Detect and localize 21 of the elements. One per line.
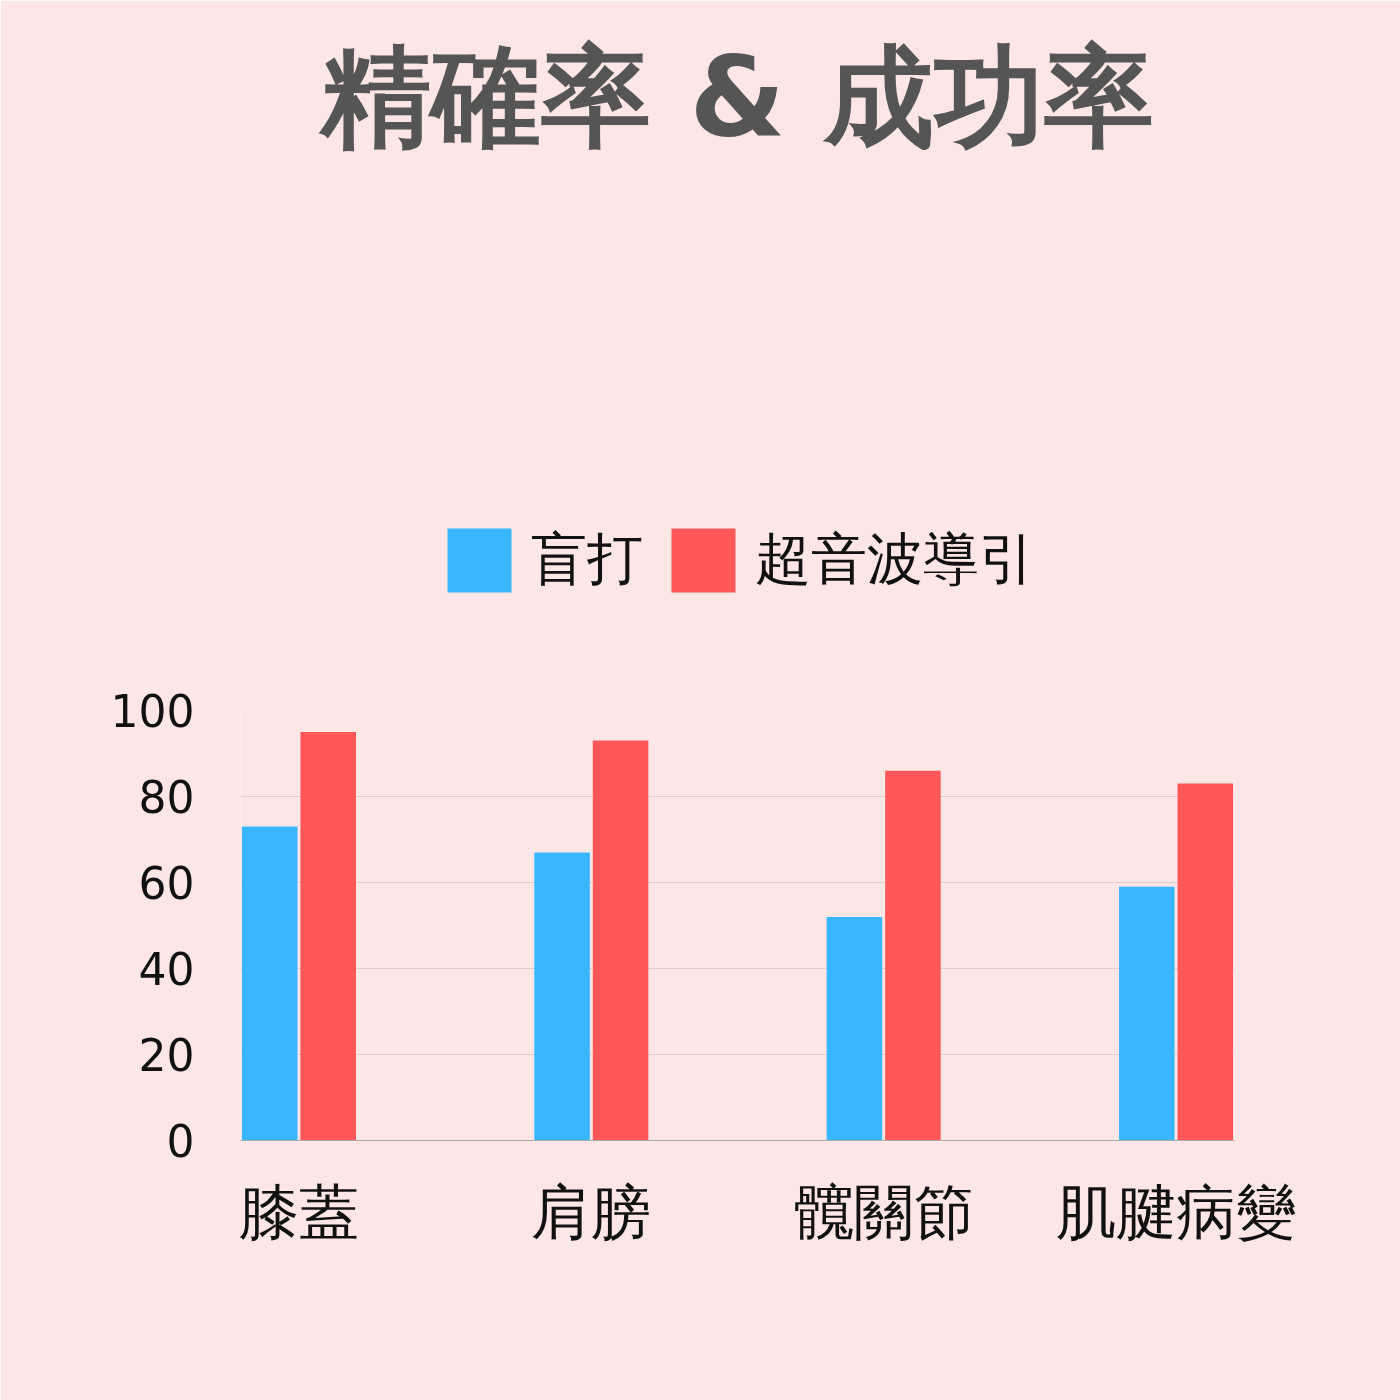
y-tick-label: 100: [110, 686, 195, 737]
bar: [1119, 886, 1175, 1141]
bar: [826, 916, 883, 1141]
bar: [592, 740, 649, 1141]
x-tick-label: 膝蓋: [238, 1176, 359, 1247]
y-tick-label: 80: [138, 772, 195, 823]
bar: [534, 852, 590, 1141]
bar: [300, 732, 356, 1141]
legend-label: 盲打: [531, 525, 643, 593]
y-tick-label: 0: [166, 1116, 195, 1167]
bar: [885, 770, 941, 1141]
bar: [241, 826, 298, 1141]
y-tick-label: 20: [138, 1030, 195, 1081]
chart-title: 精確率 & 成功率: [318, 32, 1154, 161]
y-tick-label: 40: [138, 944, 195, 995]
x-tick-label: 髖關節: [793, 1176, 974, 1247]
legend-label: 超音波導引: [755, 525, 1035, 593]
bar: [1177, 783, 1234, 1141]
y-tick-label: 60: [138, 858, 195, 909]
x-tick-label: 肌腱病變: [1056, 1176, 1297, 1247]
x-tick-label: 肩膀: [531, 1176, 652, 1247]
